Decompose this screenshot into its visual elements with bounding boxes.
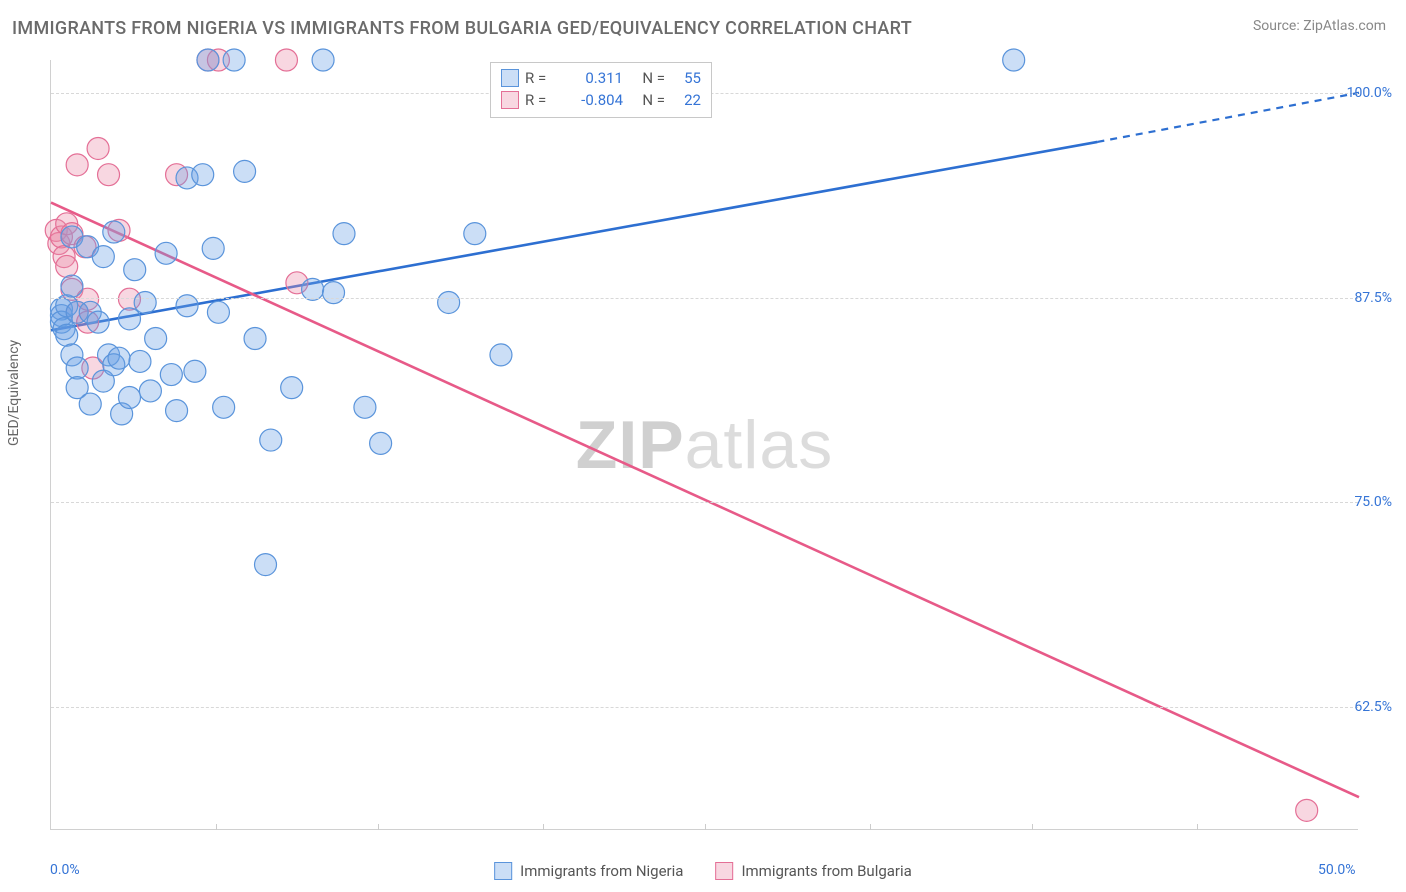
- chart-plot-area: ZIPatlas: [50, 60, 1358, 830]
- bulgaria-n-value: 22: [671, 91, 701, 109]
- correlation-legend: R = 0.311 N = 55 R = -0.804 N = 22: [490, 62, 712, 118]
- source-attribution: Source: ZipAtlas.com: [1253, 18, 1386, 34]
- bulgaria-r-value: -0.804: [563, 91, 623, 109]
- y-tick-label: 100.0%: [1347, 85, 1392, 101]
- y-tick-label: 87.5%: [1354, 290, 1392, 306]
- n-label: N =: [629, 69, 665, 87]
- y-tick-label: 62.5%: [1354, 699, 1392, 715]
- x-tick-mark: [705, 824, 706, 830]
- r-label: R =: [525, 91, 557, 109]
- legend-row-bulgaria: R = -0.804 N = 22: [501, 89, 701, 111]
- nigeria-r-value: 0.311: [563, 69, 623, 87]
- legend-row-nigeria: R = 0.311 N = 55: [501, 67, 701, 89]
- y-tick-label: 75.0%: [1354, 494, 1392, 510]
- x-tick-mark: [216, 824, 217, 830]
- chart-svg: [51, 60, 1358, 829]
- x-tick-mark: [1197, 824, 1198, 830]
- series-legend: Immigrants from Nigeria Immigrants from …: [494, 862, 912, 880]
- x-tick-mark: [1032, 824, 1033, 830]
- legend-item-nigeria: Immigrants from Nigeria: [494, 862, 683, 880]
- r-label: R =: [525, 69, 557, 87]
- swatch-nigeria: [501, 69, 519, 87]
- x-tick-mark: [543, 824, 544, 830]
- n-label: N =: [629, 91, 665, 109]
- legend-item-bulgaria: Immigrants from Bulgaria: [715, 862, 911, 880]
- gridline-h: [51, 707, 1358, 708]
- nigeria-n-value: 55: [671, 69, 701, 87]
- source-link[interactable]: ZipAtlas.com: [1303, 18, 1386, 34]
- legend-label-bulgaria: Immigrants from Bulgaria: [741, 862, 911, 880]
- swatch-nigeria: [494, 862, 512, 880]
- x-tick-label: 0.0%: [50, 862, 80, 878]
- x-tick-mark: [870, 824, 871, 830]
- chart-title: IMMIGRANTS FROM NIGERIA VS IMMIGRANTS FR…: [12, 18, 912, 39]
- y-axis-label: GED/Equivalency: [6, 340, 22, 446]
- swatch-bulgaria: [715, 862, 733, 880]
- x-tick-mark: [378, 824, 379, 830]
- legend-label-nigeria: Immigrants from Nigeria: [520, 862, 683, 880]
- x-tick-label: 50.0%: [1318, 862, 1356, 878]
- gridline-h: [51, 298, 1358, 299]
- source-label: Source:: [1253, 18, 1300, 34]
- swatch-bulgaria: [501, 91, 519, 109]
- gridline-h: [51, 502, 1358, 503]
